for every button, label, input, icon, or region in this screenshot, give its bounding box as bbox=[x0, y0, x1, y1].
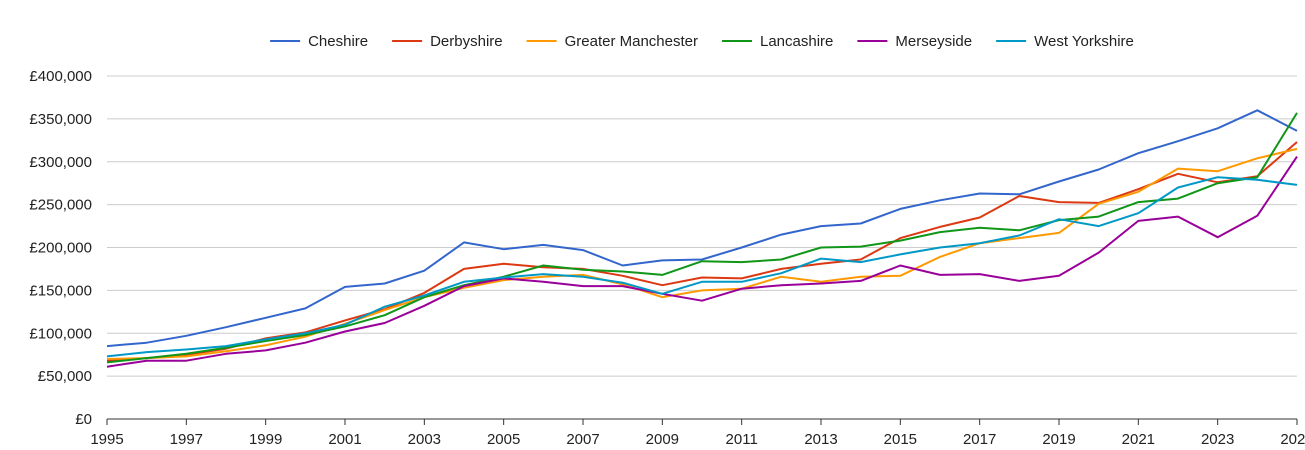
y-tick-label: £50,000 bbox=[38, 368, 92, 385]
legend-item-greater-manchester: Greater Manchester bbox=[526, 33, 698, 50]
legend-item-cheshire: Cheshire bbox=[270, 33, 368, 50]
series-line-derbyshire bbox=[106, 141, 1298, 362]
legend-item-merseyside: Merseyside bbox=[857, 33, 972, 50]
x-tick-label: 2013 bbox=[804, 431, 837, 448]
series-line-west-yorkshire bbox=[106, 176, 1298, 358]
x-tick-label: 2011 bbox=[726, 431, 758, 448]
y-tick-label: £400,000 bbox=[29, 68, 92, 85]
series-line-cheshire bbox=[106, 109, 1298, 348]
x-tick-label: 2023 bbox=[1201, 431, 1234, 448]
legend-item-west-yorkshire: West Yorkshire bbox=[996, 33, 1134, 50]
legend-item-lancashire: Lancashire bbox=[722, 33, 833, 50]
y-tick-label: £300,000 bbox=[29, 154, 92, 171]
series-lines bbox=[106, 109, 1298, 368]
legend-label: West Yorkshire bbox=[1034, 33, 1134, 50]
x-tick-label: 1997 bbox=[170, 431, 203, 448]
x-tick-label: 2007 bbox=[566, 431, 599, 448]
y-tick-label: £0 bbox=[75, 411, 92, 428]
series-line-lancashire bbox=[106, 112, 1298, 364]
series-line-merseyside bbox=[106, 156, 1298, 368]
legend-label: Cheshire bbox=[308, 33, 368, 50]
y-tick-label: £100,000 bbox=[29, 325, 92, 342]
legend-item-derbyshire: Derbyshire bbox=[392, 33, 503, 50]
y-tick-label: £200,000 bbox=[29, 240, 92, 257]
y-tick-label: £150,000 bbox=[29, 282, 92, 299]
x-tick-label: 2025 bbox=[1280, 431, 1305, 448]
x-tick-label: 1999 bbox=[249, 431, 282, 448]
x-tick-label: 2019 bbox=[1042, 431, 1075, 448]
gridlines bbox=[107, 75, 1297, 377]
x-tick-label: 2021 bbox=[1122, 431, 1155, 448]
x-tick-label: 1995 bbox=[90, 431, 123, 448]
legend-label: Merseyside bbox=[895, 33, 972, 50]
legend-label: Lancashire bbox=[760, 33, 833, 50]
legend: Cheshire Derbyshire Greater Manchester Lanc… bbox=[270, 33, 1134, 50]
y-tick-label: £250,000 bbox=[29, 197, 92, 214]
x-tick-label: 2015 bbox=[884, 431, 917, 448]
series-line-greater-manchester bbox=[106, 147, 1298, 360]
x-tick-label: 2005 bbox=[487, 431, 520, 448]
y-tick-label: £350,000 bbox=[29, 111, 92, 128]
x-tick-label: 2001 bbox=[328, 431, 361, 448]
x-tick-label: 2017 bbox=[963, 431, 996, 448]
axes: £0 £50,000 £100,000 £150,000 £200,000 £250,00… bbox=[29, 68, 1305, 448]
legend-label: Derbyshire bbox=[430, 33, 503, 50]
x-tick-label: 2003 bbox=[408, 431, 441, 448]
legend-label: Greater Manchester bbox=[565, 33, 698, 50]
x-tick-label: 2009 bbox=[646, 431, 679, 448]
